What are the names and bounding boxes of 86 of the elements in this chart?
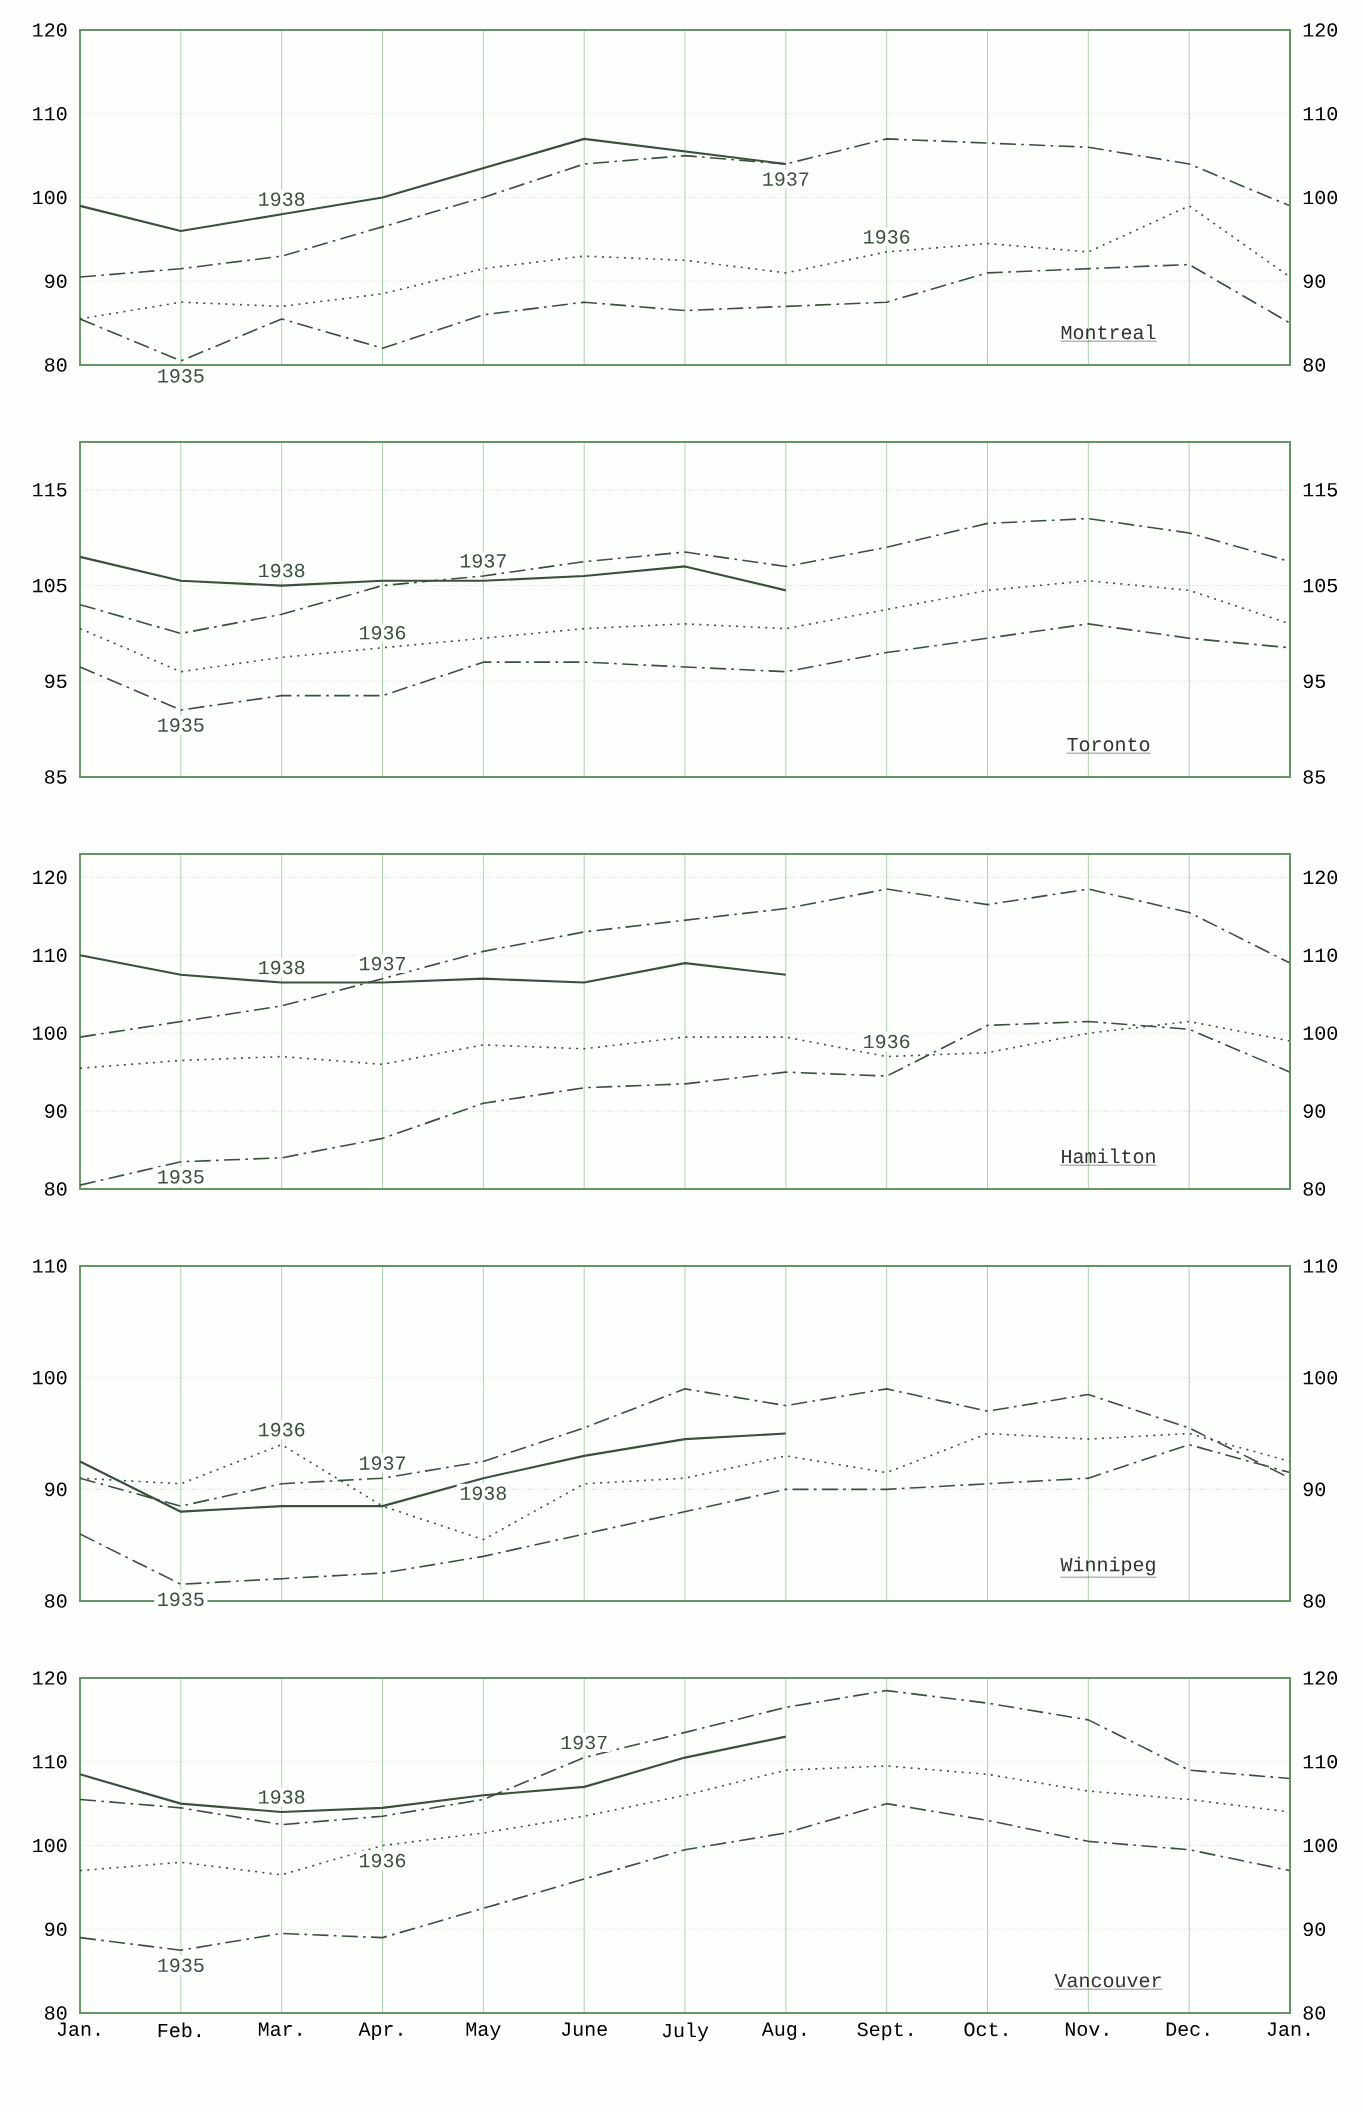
x-tick-label: Apr. [358, 2022, 402, 2040]
x-tick-label: Dec. [1166, 2022, 1209, 2036]
text: Vancouver [1054, 1973, 1161, 1988]
series-label: 1938 [259, 1790, 305, 1804]
x-tick-label: Mar. [258, 2022, 301, 2036]
x-tick-label: July [662, 2022, 709, 2042]
x-tick-label: Nov. [1065, 2022, 1108, 2036]
series-label: 1938 [259, 192, 305, 206]
y2-tick-label: 90 [1303, 274, 1326, 289]
y2-tick-label: 90 [1303, 1482, 1326, 1497]
y2-tick-label: 120 [1303, 870, 1338, 885]
y2-tick-label: 110 [1303, 948, 1338, 963]
y-tick-label: 120 [33, 1671, 67, 1685]
y2-tick-label: 80 [1303, 1594, 1326, 1608]
x-tick-label: Jan. [1267, 2022, 1310, 2036]
y2-tick-label: 90 [1303, 1104, 1326, 1118]
y2-tick-label: 110 [1303, 106, 1338, 121]
text: Toronto [1067, 737, 1150, 752]
y-tick-label: 100 [33, 190, 67, 205]
series-label: 1936 [359, 625, 406, 640]
y-tick-label: 110 [33, 948, 67, 963]
y2-tick-label: 120 [1303, 23, 1338, 37]
series-label: 1937 [561, 1735, 607, 1750]
y2-tick-label: 100 [1303, 190, 1338, 205]
y-tick-label: 90 [45, 1104, 67, 1118]
y2-tick-label: 115 [1303, 483, 1338, 497]
y-tick-label: 100 [33, 1370, 67, 1385]
line-series [79, 1020, 1291, 1186]
y-tick-label: 80 [45, 1182, 67, 1196]
y-tick-label: 80 [45, 2006, 67, 2020]
x-tick-label: Aug. [761, 2022, 805, 2040]
y2-tick-label: 85 [1303, 770, 1326, 784]
series-label: 1938 [259, 960, 305, 975]
y-tick-label: 90 [45, 274, 67, 289]
y-tick-label: 120 [33, 23, 67, 37]
series-label: 1935 [158, 1170, 204, 1184]
y2-tick-label: 105 [1303, 578, 1338, 593]
series-label: 1936 [864, 230, 910, 244]
x-tick-label: Jan. [57, 2022, 100, 2036]
y-tick-label: 110 [33, 106, 67, 121]
y-tick-label: 95 [45, 674, 67, 689]
x-tick-label: June [561, 2022, 607, 2036]
series-label: 1937 [359, 1456, 405, 1470]
y-tick-label: 105 [33, 578, 67, 593]
y2-tick-label: 100 [1303, 1370, 1338, 1385]
y2-tick-label: 100 [1303, 1838, 1338, 1853]
text: Montreal [1061, 324, 1156, 340]
y-tick-label: 80 [45, 1594, 67, 1608]
series-label: 1936 [259, 1422, 305, 1437]
y2-tick-label: 110 [1303, 1754, 1338, 1769]
x-tick-label: May [466, 2022, 501, 2040]
x-tick-label: Oct. [964, 2022, 1007, 2037]
y-tick-label: 115 [33, 483, 67, 497]
series-label: 1937 [460, 554, 506, 568]
y-tick-label: 110 [33, 1754, 67, 1769]
y2-tick-label: 110 [1303, 1259, 1338, 1273]
series-label: 1935 [158, 718, 204, 732]
series-label: 1935 [158, 1592, 204, 1607]
y-tick-label: 100 [33, 1026, 67, 1040]
x-tick-label: Feb. [158, 2022, 200, 2038]
y-tick-label: 85 [45, 770, 67, 784]
y-tick-label: 80 [45, 358, 67, 372]
y-tick-label: 90 [45, 1482, 67, 1497]
y2-tick-label: 80 [1303, 1182, 1326, 1196]
series-label: 1936 [359, 1853, 406, 1868]
y2-tick-label: 80 [1303, 358, 1326, 372]
series-label: 1937 [763, 172, 809, 186]
line-series [79, 1802, 1291, 1951]
series-label: 1937 [359, 956, 405, 971]
y-tick-label: 100 [33, 1838, 67, 1853]
series-label: 1935 [158, 369, 204, 383]
y-tick-label: 90 [45, 1922, 67, 1937]
text: Hamilton [1062, 1148, 1155, 1164]
x-tick-label: Sept. [857, 2022, 912, 2041]
y2-tick-label: 90 [1303, 1922, 1326, 1937]
y2-tick-label: 120 [1303, 1671, 1338, 1685]
series-label: 1938 [259, 563, 305, 578]
y2-tick-label: 80 [1303, 2006, 1326, 2020]
series-label: 1938 [460, 1486, 507, 1501]
y-tick-label: 120 [33, 870, 67, 885]
y-tick-label: 110 [33, 1259, 67, 1273]
y2-tick-label: 100 [1303, 1026, 1338, 1040]
text: Winnipeg [1060, 1556, 1155, 1576]
y2-tick-label: 95 [1303, 674, 1326, 689]
series-label: 1936 [864, 1034, 910, 1049]
series-label: 1935 [158, 1958, 204, 1973]
